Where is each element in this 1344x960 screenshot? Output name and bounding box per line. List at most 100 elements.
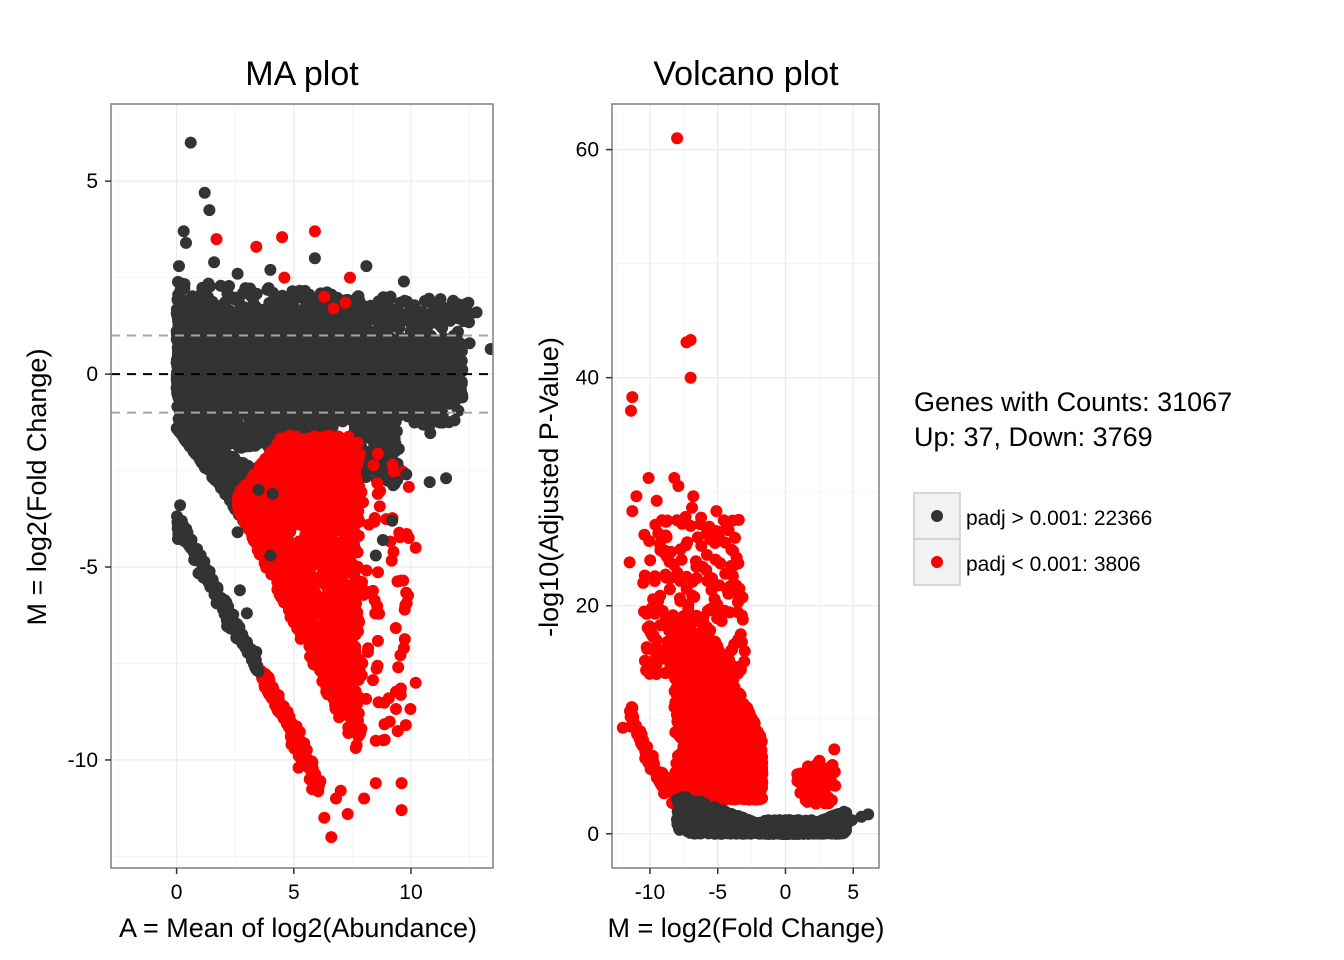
data-point-not-significant (189, 432, 202, 445)
data-point-not-significant (320, 397, 333, 410)
data-point-not-significant (206, 464, 219, 477)
data-point-not-significant (256, 414, 269, 426)
data-point-not-significant (391, 345, 404, 358)
data-point-not-significant (385, 397, 398, 410)
data-point-not-significant (241, 331, 254, 344)
data-point-not-significant (321, 356, 334, 369)
data-point-not-significant (248, 360, 260, 373)
data-point-not-significant (389, 441, 402, 454)
data-point-not-significant (284, 360, 297, 373)
data-point-not-significant (343, 400, 356, 413)
data-point-not-significant (203, 375, 216, 388)
data-point-not-significant (376, 365, 388, 378)
data-point-not-significant (196, 420, 208, 433)
data-point-not-significant (448, 347, 461, 360)
data-point-not-significant (335, 356, 348, 369)
data-point-not-significant (376, 408, 389, 420)
data-point-not-significant (389, 415, 402, 428)
data-point-not-significant (217, 598, 230, 611)
data-point-not-significant (265, 395, 278, 408)
data-point-not-significant (425, 354, 438, 367)
points-layer (170, 136, 493, 844)
data-point-not-significant (336, 415, 349, 428)
data-point-not-significant (441, 369, 454, 382)
data-point-not-significant (285, 384, 298, 397)
data-point-not-significant (234, 381, 247, 394)
data-point-not-significant (309, 385, 322, 398)
data-point-not-significant (288, 326, 301, 339)
data-point-not-significant (340, 389, 353, 402)
data-point-not-significant (359, 388, 372, 401)
data-point-not-significant (433, 416, 446, 429)
data-point-not-significant (381, 424, 394, 436)
data-point-not-significant (239, 638, 252, 651)
data-point-not-significant (233, 440, 246, 453)
data-point-not-significant (208, 388, 221, 400)
data-point-not-significant (205, 580, 217, 593)
data-point-not-significant (223, 437, 236, 450)
data-point-not-significant (230, 343, 243, 355)
data-point-not-significant (373, 393, 386, 406)
data-point-not-significant (182, 384, 195, 397)
data-point-not-significant (418, 396, 431, 409)
data-point-not-significant (201, 351, 214, 364)
data-point-not-significant (194, 337, 207, 350)
data-point-not-significant (304, 343, 317, 356)
data-point-not-significant (329, 398, 342, 410)
data-point-not-significant (437, 394, 450, 407)
data-point-not-significant (452, 404, 465, 417)
data-point-not-significant (190, 549, 203, 562)
data-point-not-significant (387, 479, 400, 492)
data-point-not-significant (456, 363, 469, 376)
data-point-not-significant (283, 396, 296, 409)
data-point-not-significant (239, 426, 252, 439)
data-point-not-significant (213, 452, 226, 465)
data-point-not-significant (249, 435, 262, 448)
data-point-not-significant (406, 408, 419, 421)
data-point-not-significant (372, 353, 385, 366)
data-point-not-significant (276, 387, 289, 400)
data-point-not-significant (194, 566, 207, 579)
data-point-not-significant (282, 414, 295, 427)
data-point-not-significant (223, 615, 236, 628)
data-point-not-significant (176, 525, 189, 538)
data-point-not-significant (263, 379, 276, 392)
data-point-not-significant (424, 427, 437, 440)
data-point-not-significant (286, 343, 299, 356)
data-point-not-significant (429, 373, 442, 386)
data-point-not-significant (197, 409, 210, 421)
data-point-not-significant (224, 379, 237, 392)
data-point-not-significant (249, 383, 262, 396)
data-point-not-significant (295, 362, 308, 375)
data-point-not-significant (364, 336, 377, 349)
data-point-not-significant (360, 374, 373, 387)
data-point-not-significant (346, 340, 359, 353)
data-point-not-significant (171, 510, 183, 523)
data-point-not-significant (388, 385, 401, 398)
data-point-not-significant (359, 355, 372, 368)
data-point-not-significant (300, 412, 313, 425)
data-point-not-significant (214, 404, 227, 417)
data-point-not-significant (277, 374, 290, 386)
data-point-not-significant (252, 397, 265, 409)
data-point-not-significant (247, 341, 260, 354)
data-point-not-significant (259, 350, 272, 363)
data-point-not-significant (230, 470, 243, 483)
data-point-not-significant (413, 377, 426, 390)
data-point-not-significant (267, 361, 280, 374)
data-point-not-significant (174, 393, 187, 406)
data-point-not-significant (448, 414, 461, 427)
data-point-not-significant (170, 422, 183, 435)
data-point-not-significant (419, 408, 432, 421)
data-point-not-significant (273, 341, 286, 354)
data-point-not-significant (425, 362, 438, 375)
data-point-not-significant (172, 358, 185, 371)
data-point-not-significant (435, 343, 448, 356)
data-point-not-significant (454, 383, 467, 396)
data-point-not-significant (192, 444, 205, 457)
data-point-not-significant (424, 329, 437, 342)
data-point-not-significant (213, 476, 226, 489)
data-point-not-significant (217, 355, 230, 368)
